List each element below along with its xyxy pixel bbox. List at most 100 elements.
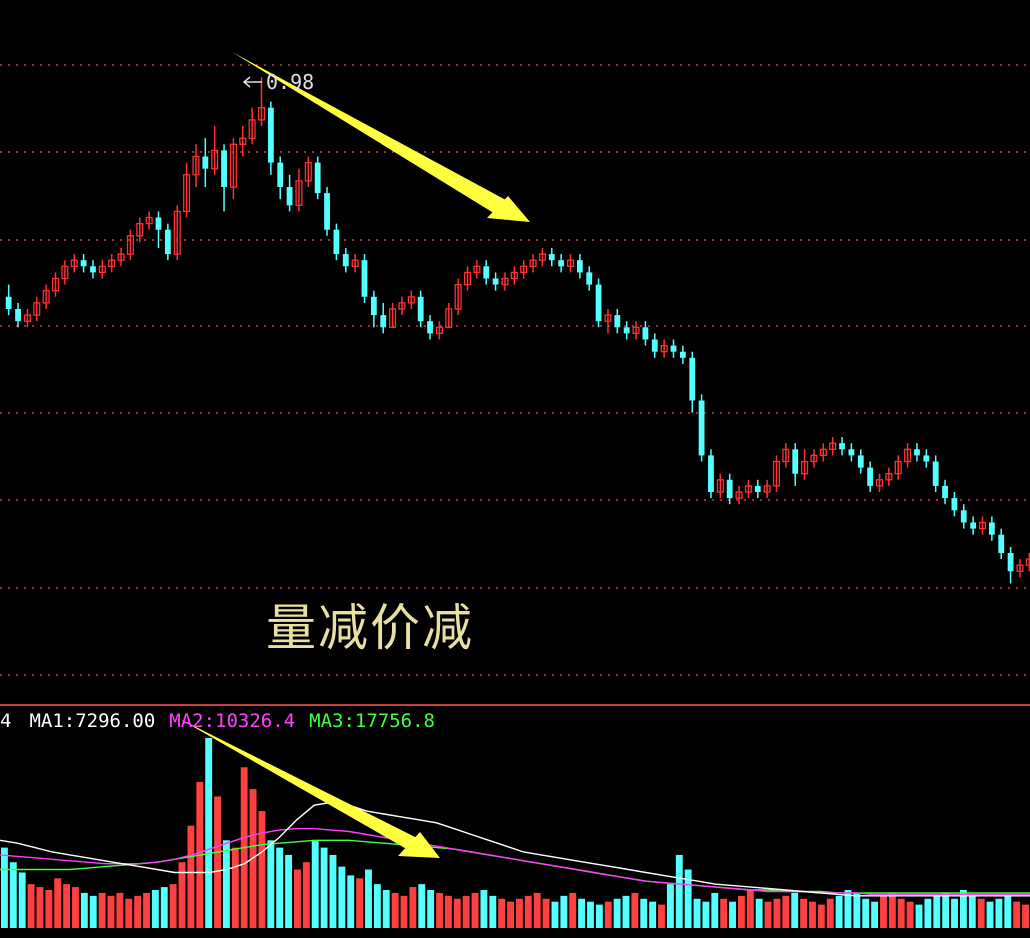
volume-bar bbox=[560, 895, 568, 928]
volume-bar bbox=[507, 901, 514, 928]
volume-bar bbox=[835, 895, 843, 928]
volume-bar bbox=[365, 869, 372, 928]
volume-bar bbox=[924, 898, 932, 928]
volume-bar bbox=[986, 901, 994, 928]
candle-body-up bbox=[398, 302, 406, 310]
candle-body-up bbox=[538, 253, 546, 261]
volume-bar bbox=[107, 895, 115, 928]
candle-body-down bbox=[942, 485, 948, 499]
volume-bar bbox=[933, 895, 941, 928]
candle-body-down bbox=[651, 339, 658, 352]
candle-body-up bbox=[829, 442, 837, 450]
candle-body-up bbox=[632, 326, 640, 335]
candlestick-series bbox=[5, 77, 1030, 584]
candle-body-up bbox=[304, 161, 312, 182]
candle-body-down bbox=[370, 296, 377, 316]
volume-bar bbox=[489, 895, 497, 928]
volume-bar bbox=[89, 895, 97, 928]
candle-body-down bbox=[5, 296, 12, 309]
candle-body-up bbox=[520, 265, 528, 274]
volume-bar bbox=[409, 887, 417, 928]
volume-bar bbox=[356, 878, 364, 928]
candle-body-up bbox=[904, 448, 912, 463]
volume-bar bbox=[595, 904, 603, 928]
candle-body-down bbox=[670, 345, 677, 352]
volume-bar bbox=[604, 901, 612, 928]
volume-bar bbox=[542, 898, 550, 928]
volume-bar bbox=[666, 884, 674, 928]
candle-body-up bbox=[239, 137, 247, 145]
candle-body-down bbox=[417, 296, 424, 322]
candle-body-up bbox=[126, 235, 134, 255]
volume-bar bbox=[9, 862, 17, 928]
volume-bar bbox=[116, 892, 124, 928]
candle-body-down bbox=[333, 229, 340, 255]
volume-bar bbox=[1, 847, 8, 928]
candle-body-down bbox=[80, 260, 87, 267]
volume-bar bbox=[942, 892, 950, 928]
candle-body-up bbox=[978, 521, 987, 530]
candle-body-down bbox=[857, 455, 864, 468]
candle-body-down bbox=[754, 485, 761, 492]
candle-body-down bbox=[951, 498, 958, 511]
candle-body-down bbox=[792, 449, 799, 474]
candle-body-down bbox=[848, 449, 855, 456]
volume-bar bbox=[906, 901, 914, 928]
candle-body-down bbox=[988, 522, 995, 535]
volume-bar bbox=[294, 869, 301, 928]
volume-bar bbox=[915, 904, 923, 928]
candle-body-down bbox=[277, 162, 284, 187]
volume-bar bbox=[1013, 901, 1021, 928]
candle-body-up bbox=[192, 155, 200, 176]
volume-bar bbox=[453, 898, 461, 928]
volume-bar bbox=[462, 895, 470, 928]
volume-bar bbox=[729, 901, 736, 928]
price-down-arrow bbox=[232, 52, 530, 222]
volume-bar bbox=[773, 898, 781, 928]
volume-bar bbox=[373, 884, 381, 928]
volume-bar bbox=[338, 866, 346, 928]
candle-body-down bbox=[698, 400, 705, 456]
candle-body-up bbox=[1025, 558, 1030, 566]
candle-body-down bbox=[923, 455, 930, 462]
candle-body-up bbox=[248, 119, 256, 139]
candle-body-up bbox=[407, 296, 415, 304]
candle-body-down bbox=[839, 443, 845, 450]
candle-body-up bbox=[229, 143, 237, 188]
volume-bar bbox=[125, 898, 133, 928]
candle-body-down bbox=[155, 217, 162, 230]
candle-body-down bbox=[586, 272, 593, 285]
volume-bar bbox=[817, 904, 825, 928]
volume-bar bbox=[471, 892, 479, 928]
candle-body-up bbox=[894, 460, 902, 475]
volume-bar bbox=[968, 895, 976, 928]
volume-bar bbox=[391, 892, 399, 928]
candle-body-up bbox=[70, 259, 78, 267]
volume-bar bbox=[880, 895, 887, 928]
volume-bar bbox=[951, 898, 958, 928]
candle-body-down bbox=[324, 193, 330, 230]
volume-bars bbox=[1, 738, 1029, 928]
volume-bar bbox=[480, 890, 488, 928]
volume-bar bbox=[400, 895, 408, 928]
candle-body-down bbox=[202, 156, 209, 169]
volume-bar bbox=[587, 901, 594, 928]
volume-bar bbox=[755, 898, 763, 928]
volume-bar bbox=[347, 875, 355, 928]
candle-body-up bbox=[529, 259, 537, 267]
volume-bar bbox=[143, 892, 150, 928]
candle-body-up bbox=[23, 314, 31, 322]
candle-body-down bbox=[998, 534, 1005, 553]
candle-body-up bbox=[501, 277, 509, 286]
volume-bar bbox=[720, 898, 728, 928]
candle-body-down bbox=[595, 284, 602, 322]
candle-body-down bbox=[867, 467, 874, 486]
candle-body-down bbox=[90, 266, 96, 273]
candle-body-up bbox=[801, 460, 809, 475]
volume-bar bbox=[764, 901, 772, 928]
candle-body-up bbox=[435, 326, 443, 335]
volume-bar bbox=[995, 898, 1003, 928]
candle-body-up bbox=[389, 308, 397, 328]
volume-bar bbox=[231, 847, 239, 928]
candle-body-up bbox=[510, 271, 518, 280]
